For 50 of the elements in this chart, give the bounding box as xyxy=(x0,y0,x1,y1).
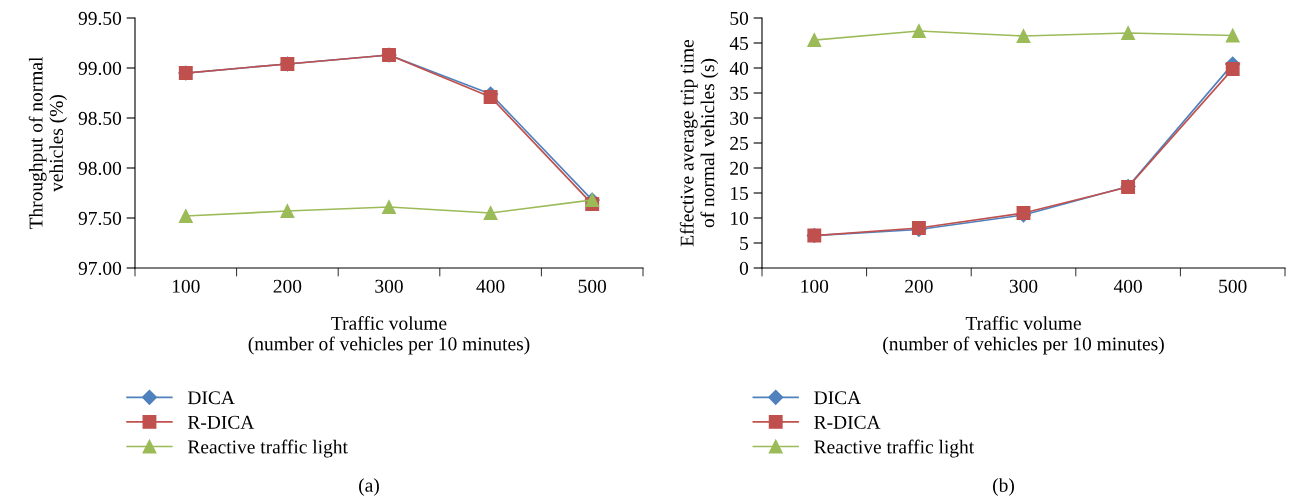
y-tick-label: 40 xyxy=(729,61,749,75)
legend-label: R-DICA xyxy=(814,415,881,429)
y-tick-label: 15 xyxy=(731,186,749,200)
point xyxy=(483,206,498,220)
point xyxy=(382,200,396,214)
y-tick-label: 98.00 xyxy=(78,161,122,176)
text: (b) xyxy=(993,478,1014,496)
y-tick-label: 50 xyxy=(730,11,749,25)
x-tick-label: 200 xyxy=(905,279,933,293)
x-axis-title: Traffic volume (number of vehicles per 10 minutes) xyxy=(883,315,1164,355)
x-tick-label: 200 xyxy=(273,279,302,293)
point xyxy=(1225,62,1240,76)
y-tick-label: 97.50 xyxy=(78,211,122,226)
legend-label: DICA xyxy=(814,391,862,405)
legend-label: Reactive traffic light xyxy=(814,439,975,458)
y-tick-label: 10 xyxy=(731,211,749,225)
x-axis-title: Traffic volume (number of vehicles per 10 minutes) xyxy=(248,315,530,355)
point xyxy=(1121,26,1136,40)
x-tick-label: 500 xyxy=(1219,279,1247,293)
point xyxy=(280,204,295,218)
x-tick-label: 100 xyxy=(172,279,200,293)
y-tick-label: 20 xyxy=(730,161,749,175)
point xyxy=(1016,29,1031,43)
y-tick-label: 98.50 xyxy=(78,111,122,126)
legend-label: DICA xyxy=(187,391,235,405)
y-axis-title: Effective average trip time of normal vehicles (s) xyxy=(679,39,719,247)
x-tick-label: 400 xyxy=(476,279,505,293)
x-tick-label: 400 xyxy=(1113,279,1142,293)
point xyxy=(178,209,193,223)
y-axis-title: Throughput of normal vehicles (%) xyxy=(28,56,67,230)
x-tick-label: 300 xyxy=(375,279,403,293)
point xyxy=(483,90,498,104)
text: (a) xyxy=(359,478,379,496)
y-tick-label: 25 xyxy=(730,136,749,150)
y-tick-label: 45 xyxy=(729,36,749,50)
y-tick-label: 97.00 xyxy=(78,261,122,276)
x-tick-label: 500 xyxy=(578,279,607,293)
legend-label: Reactive traffic light xyxy=(187,439,348,458)
y-tick-label: 35 xyxy=(730,86,749,100)
y-tick-label: 0 xyxy=(739,261,749,275)
legend-label: R-DICA xyxy=(187,415,255,429)
y-tick-label: 99.50 xyxy=(78,11,122,26)
point xyxy=(807,33,822,47)
point xyxy=(911,24,926,38)
y-tick-label: 5 xyxy=(740,237,749,250)
y-tick-label: 30 xyxy=(730,111,749,125)
x-tick-label: 100 xyxy=(801,279,829,293)
x-tick-label: 300 xyxy=(1009,279,1038,293)
point xyxy=(1225,28,1240,43)
y-tick-label: 99.00 xyxy=(78,61,122,76)
